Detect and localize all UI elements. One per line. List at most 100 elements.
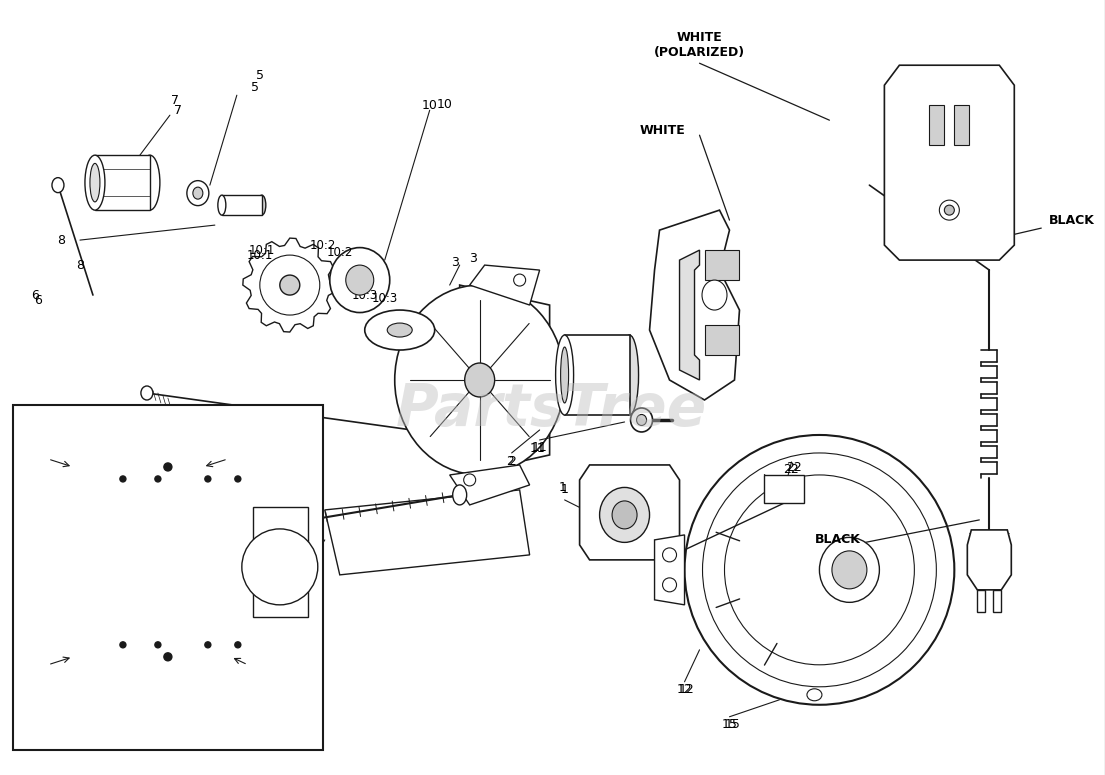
Text: 16: 16: [173, 546, 190, 558]
Text: 22: 22: [783, 463, 799, 477]
Text: WHITE
(POLARIZED): WHITE (POLARIZED): [654, 31, 745, 59]
Circle shape: [155, 642, 161, 648]
Bar: [705, 325, 739, 355]
Circle shape: [120, 476, 126, 482]
Polygon shape: [580, 465, 680, 560]
Circle shape: [155, 476, 161, 482]
Ellipse shape: [90, 164, 99, 202]
Text: 6: 6: [34, 294, 42, 307]
Text: BLACK: BLACK: [203, 445, 243, 455]
Text: 22: 22: [787, 461, 802, 474]
Text: BLUE: BLUE: [28, 665, 60, 675]
Bar: [929, 105, 945, 145]
Circle shape: [120, 642, 126, 648]
Text: 7: 7: [171, 94, 179, 107]
Bar: [13, 405, 323, 749]
Text: 10:3: 10:3: [351, 288, 378, 301]
Ellipse shape: [387, 323, 412, 337]
Circle shape: [242, 529, 318, 604]
Ellipse shape: [141, 386, 152, 400]
Text: 5: 5: [251, 81, 259, 94]
Text: 10:3: 10:3: [371, 291, 398, 305]
Text: 16: 16: [177, 539, 192, 551]
Ellipse shape: [600, 487, 650, 542]
Text: 15: 15: [722, 718, 737, 732]
Bar: [253, 507, 308, 617]
Text: CIRCUIT DIAGRAM: CIRCUIT DIAGRAM: [84, 716, 252, 734]
Ellipse shape: [329, 247, 390, 312]
Text: 2: 2: [506, 456, 514, 468]
Ellipse shape: [193, 187, 203, 199]
Text: 10:2: 10:2: [327, 246, 352, 259]
Ellipse shape: [465, 363, 495, 397]
Text: 9: 9: [304, 571, 312, 584]
Circle shape: [945, 205, 955, 215]
Ellipse shape: [257, 195, 266, 215]
Text: 15: 15: [725, 718, 740, 732]
Bar: [765, 475, 804, 503]
Bar: [977, 590, 986, 611]
Polygon shape: [884, 65, 1014, 260]
Ellipse shape: [832, 551, 867, 589]
Text: PartsTree: PartsTree: [396, 381, 707, 439]
Ellipse shape: [187, 181, 209, 205]
Bar: [95, 155, 150, 210]
Ellipse shape: [280, 275, 299, 295]
Text: 10:1: 10:1: [249, 243, 275, 257]
Text: 3: 3: [451, 256, 459, 269]
Circle shape: [204, 476, 211, 482]
Ellipse shape: [621, 335, 639, 415]
Circle shape: [235, 642, 241, 648]
Ellipse shape: [346, 265, 373, 295]
Ellipse shape: [52, 177, 64, 193]
Ellipse shape: [85, 155, 105, 210]
Text: 9: 9: [301, 574, 308, 587]
Circle shape: [464, 474, 475, 486]
Text: 1: 1: [559, 481, 567, 494]
Text: 230 VAC
INPUT: 230 VAC INPUT: [12, 546, 64, 574]
Text: BLACK: BLACK: [814, 533, 861, 546]
Ellipse shape: [631, 408, 653, 432]
Text: 8: 8: [76, 259, 84, 271]
Text: 11: 11: [529, 443, 546, 456]
Circle shape: [663, 578, 676, 592]
Text: 1: 1: [560, 484, 569, 497]
Polygon shape: [650, 210, 739, 400]
Text: BROWN: BROWN: [28, 445, 76, 455]
Text: 8: 8: [57, 233, 65, 246]
Text: 10: 10: [422, 98, 438, 112]
Polygon shape: [450, 465, 529, 505]
Text: 3: 3: [469, 252, 476, 264]
Text: 10:1: 10:1: [246, 249, 273, 262]
Ellipse shape: [556, 335, 573, 415]
Polygon shape: [460, 285, 549, 475]
Circle shape: [514, 274, 526, 286]
Ellipse shape: [140, 155, 160, 210]
Circle shape: [164, 463, 172, 471]
Circle shape: [939, 200, 959, 220]
Text: WHITE: WHITE: [208, 665, 249, 675]
Text: BLACK: BLACK: [1050, 214, 1095, 226]
Ellipse shape: [218, 195, 225, 215]
Text: WHITE: WHITE: [640, 124, 685, 136]
Text: 12: 12: [676, 684, 693, 696]
Text: 10:2: 10:2: [309, 239, 336, 252]
Polygon shape: [325, 490, 529, 575]
Ellipse shape: [702, 280, 727, 310]
Bar: [955, 105, 969, 145]
Ellipse shape: [636, 415, 646, 425]
Circle shape: [235, 476, 241, 482]
Circle shape: [204, 642, 211, 648]
Ellipse shape: [560, 347, 569, 403]
Ellipse shape: [807, 689, 822, 701]
Ellipse shape: [612, 501, 638, 529]
Polygon shape: [654, 535, 684, 604]
Text: 11: 11: [532, 442, 547, 454]
Bar: [565, 335, 630, 415]
Text: 5: 5: [256, 69, 264, 81]
Circle shape: [663, 548, 676, 562]
Text: 10: 10: [436, 98, 453, 111]
Text: 12: 12: [678, 684, 694, 696]
Text: 6: 6: [31, 288, 39, 301]
Text: 2: 2: [507, 456, 516, 468]
